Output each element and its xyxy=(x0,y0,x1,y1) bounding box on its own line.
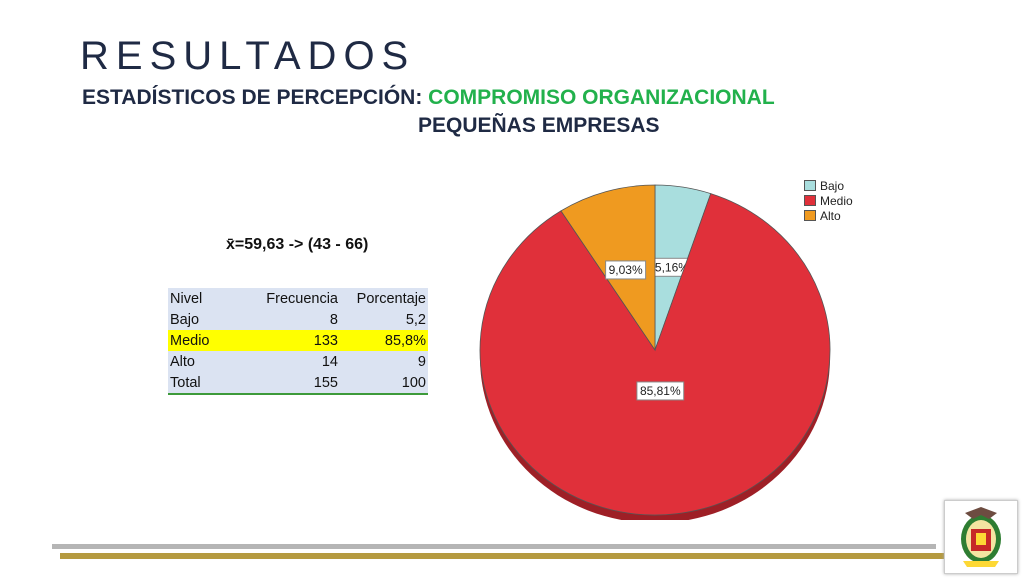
table-row-total: Total 155 100 xyxy=(168,372,428,394)
cell-nivel: Bajo xyxy=(168,309,240,330)
legend-label-medio: Medio xyxy=(820,193,853,208)
page-subtitle: ESTADÍSTICOS DE PERCEPCIÓN: COMPROMISO O… xyxy=(82,86,775,110)
legend-item-alto: Alto xyxy=(804,208,853,223)
table-row: Alto 14 9 xyxy=(168,351,428,372)
cell-nivel: Total xyxy=(168,372,240,394)
header-nivel: Nivel xyxy=(168,288,240,309)
subtitle-line2: PEQUEÑAS EMPRESAS xyxy=(418,114,660,137)
pie-chart: 5,16% 85,81% 9,03% xyxy=(479,184,831,520)
cell-frecuencia: 133 xyxy=(240,330,340,351)
legend-swatch-bajo xyxy=(804,180,816,191)
svg-text:85,81%: 85,81% xyxy=(640,384,681,398)
cell-frecuencia: 14 xyxy=(240,351,340,372)
footer-divider-gray xyxy=(52,544,936,549)
crest-graphic xyxy=(961,507,1001,567)
subtitle-prefix: ESTADÍSTICOS DE PERCEPCIÓN: xyxy=(82,86,423,109)
pie-label-bajo: 5,16% xyxy=(651,257,693,277)
legend-label-alto: Alto xyxy=(820,208,841,223)
header-porcentaje: Porcentaje xyxy=(340,288,428,309)
table-row: Bajo 8 5,2 xyxy=(168,309,428,330)
table-row-highlighted: Medio 133 85,8% xyxy=(168,330,428,351)
chart-legend: Bajo Medio Alto xyxy=(804,178,853,223)
header-frecuencia: Frecuencia xyxy=(240,288,340,309)
subtitle-highlight: COMPROMISO ORGANIZACIONAL xyxy=(428,86,775,109)
university-crest-icon xyxy=(944,500,1018,574)
cell-nivel: Alto xyxy=(168,351,240,372)
legend-swatch-alto xyxy=(804,210,816,221)
cell-frecuencia: 8 xyxy=(240,309,340,330)
legend-label-bajo: Bajo xyxy=(820,178,845,193)
svg-text:5,16%: 5,16% xyxy=(655,260,689,274)
cell-porcentaje: 100 xyxy=(340,372,428,394)
legend-item-medio: Medio xyxy=(804,193,853,208)
footer-divider-gold xyxy=(60,553,944,559)
cell-porcentaje: 5,2 xyxy=(340,309,428,330)
legend-swatch-medio xyxy=(804,195,816,206)
cell-nivel: Medio xyxy=(168,330,240,351)
frequency-table: Nivel Frecuencia Porcentaje Bajo 8 5,2 M… xyxy=(168,288,428,395)
cell-porcentaje: 85,8% xyxy=(340,330,428,351)
cell-frecuencia: 155 xyxy=(240,372,340,394)
legend-item-bajo: Bajo xyxy=(804,178,853,193)
pie-slice-medio xyxy=(479,193,831,516)
table-header-row: Nivel Frecuencia Porcentaje xyxy=(168,288,428,309)
page-title: RESULTADOS xyxy=(80,34,416,78)
cell-porcentaje: 9 xyxy=(340,351,428,372)
mean-summary: x̄=59,63 -> (43 - 66) xyxy=(226,236,369,253)
pie-label-alto: 9,03% xyxy=(605,260,647,280)
pie-label-medio: 85,81% xyxy=(636,381,685,401)
svg-text:9,03%: 9,03% xyxy=(609,263,643,277)
